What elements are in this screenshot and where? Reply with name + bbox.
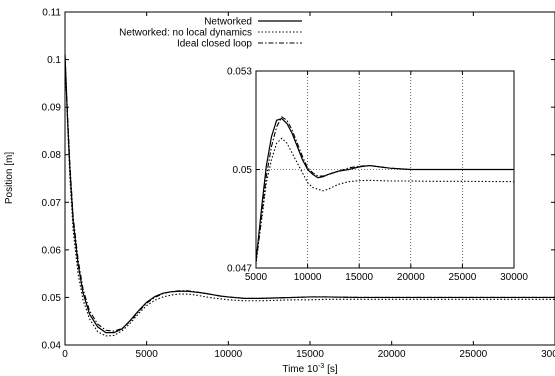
y-axis-label: Position [m] xyxy=(4,152,15,204)
y-tick-label: 0.04 xyxy=(42,341,62,352)
series-line-networked xyxy=(256,117,514,262)
x-tick-label: 10000 xyxy=(214,349,242,360)
x-tick-label: 20000 xyxy=(397,272,425,283)
x-tick-label: 5000 xyxy=(245,272,268,283)
x-tick-label: 5000 xyxy=(136,349,159,360)
x-tick-label: 30000 xyxy=(541,349,555,360)
x-tick-label: 20000 xyxy=(378,349,406,360)
y-tick-label: 0.1 xyxy=(47,55,61,66)
series-line-networked-no-local-dynamics xyxy=(256,137,514,265)
inset-plot: 5000 10000 15000 20000 25000 30000 0.047 0.05 0.… xyxy=(227,67,528,284)
x-tick-label: 25000 xyxy=(448,272,476,283)
x-tick-label: 0 xyxy=(62,349,68,360)
main-plot: 0 5000 10000 15000 20000 25000 30000 0.04 0.05 0.… xyxy=(4,8,555,375)
y-tick-label: 0.053 xyxy=(227,67,252,78)
x-tick-label: 10000 xyxy=(294,272,322,283)
y-tick-label: 0.05 xyxy=(233,165,253,176)
legend-label: Networked xyxy=(204,17,252,28)
y-tick-label: 0.11 xyxy=(42,8,61,19)
x-tick-label: 15000 xyxy=(296,349,324,360)
series-line-ideal-closed-loop xyxy=(65,54,555,332)
x-axis-label-sup: -3 xyxy=(318,363,324,370)
series-line-ideal-closed-loop xyxy=(256,116,514,262)
x-tick-label: 30000 xyxy=(500,272,528,283)
legend-label: Ideal closed loop xyxy=(177,39,252,50)
y-tick-label: 0.09 xyxy=(42,103,62,114)
series-group xyxy=(256,116,514,265)
x-axis-label-main: Time 10 xyxy=(282,364,318,375)
y-tick-label: 0.047 xyxy=(227,264,252,275)
y-tick-label: 0.06 xyxy=(42,245,62,256)
series-group xyxy=(65,54,555,337)
x-tick-label: 25000 xyxy=(459,349,487,360)
y-tick-label: 0.05 xyxy=(42,293,62,304)
y-tick-label: 0.07 xyxy=(42,198,62,209)
series-line-networked-no-local-dynamics xyxy=(65,54,555,337)
x-axis-label: Time 10-3 [s] xyxy=(282,363,338,375)
x-axis-label-unit: [s] xyxy=(324,364,338,375)
x-tick-label: 15000 xyxy=(345,272,373,283)
y-tick-label: 0.08 xyxy=(42,150,62,161)
legend-label: Networked: no local dynamics xyxy=(119,28,252,39)
